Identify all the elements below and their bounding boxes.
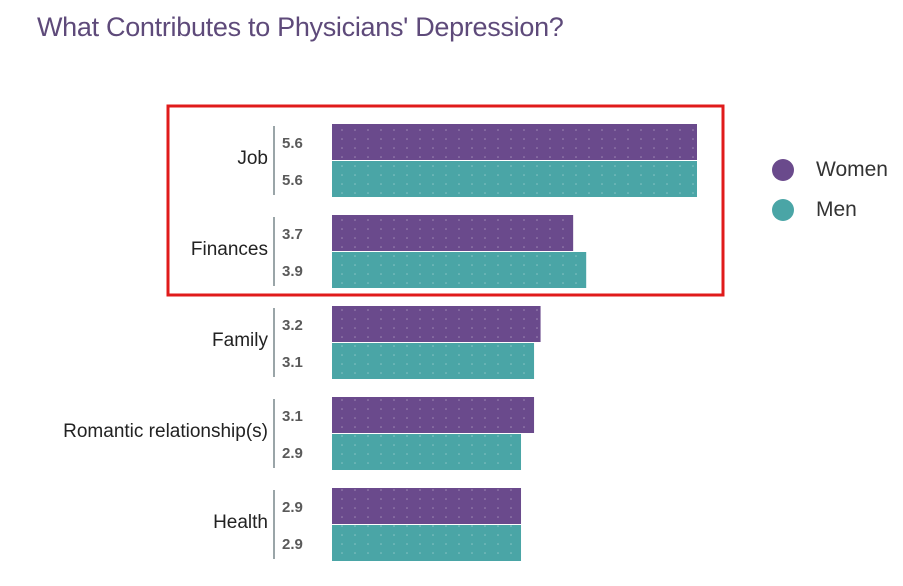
legend-label-men: Men	[816, 198, 857, 221]
bar-texture-job-women	[332, 124, 697, 160]
value-label-job-men: 5.6	[282, 172, 303, 189]
bar-texture-family-women	[332, 306, 541, 342]
bar-texture-health-men	[332, 525, 522, 561]
value-label-health-women: 2.9	[282, 499, 303, 516]
bar-texture-finances-men	[332, 252, 587, 288]
value-label-finances-women: 3.7	[282, 226, 303, 243]
chart-title: What Contributes to Physicians' Depressi…	[37, 12, 564, 42]
category-label-family: Family	[212, 330, 268, 351]
legend-swatch-women	[772, 159, 794, 181]
bar-texture-romantic-relationship-s-men	[332, 434, 522, 470]
legend-item-men: Men	[772, 190, 888, 230]
value-label-romantic-relationship-s-men: 2.9	[282, 445, 303, 462]
value-label-finances-men: 3.9	[282, 263, 303, 280]
category-label-job: Job	[237, 148, 268, 169]
category-label-health: Health	[213, 512, 268, 533]
bar-texture-family-men	[332, 343, 535, 379]
category-label-romantic-relationship-s: Romantic relationship(s)	[63, 421, 268, 442]
legend: Women Men	[772, 150, 888, 230]
legend-item-women: Women	[772, 150, 888, 190]
highlight-box	[166, 104, 725, 297]
value-label-family-men: 3.1	[282, 354, 303, 371]
bar-texture-romantic-relationship-s-women	[332, 397, 535, 433]
bar-texture-finances-women	[332, 215, 574, 251]
bar-texture-job-men	[332, 161, 697, 197]
value-label-job-women: 5.6	[282, 135, 303, 152]
legend-label-women: Women	[816, 158, 888, 181]
value-label-romantic-relationship-s-women: 3.1	[282, 408, 303, 425]
legend-swatch-men	[772, 199, 794, 221]
category-label-finances: Finances	[191, 239, 268, 260]
value-label-family-women: 3.2	[282, 317, 303, 334]
bar-texture-health-women	[332, 488, 522, 524]
value-label-health-men: 2.9	[282, 536, 303, 553]
